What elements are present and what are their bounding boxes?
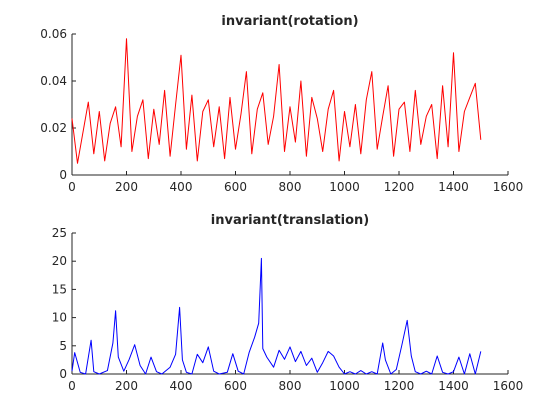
chart-title: invariant(translation) xyxy=(211,213,369,228)
x-tick-label: 1400 xyxy=(438,379,469,393)
translation-axes xyxy=(71,233,508,375)
x-tick-label: 1000 xyxy=(329,379,360,393)
y-tick-label: 10 xyxy=(52,311,67,325)
x-tick-label: 1000 xyxy=(329,180,360,194)
x-tick-label: 200 xyxy=(115,180,138,194)
x-tick-label: 400 xyxy=(170,180,193,194)
y-tick-label: 0 xyxy=(59,168,67,182)
x-tick-label: 1600 xyxy=(493,379,524,393)
y-tick-label: 0.04 xyxy=(40,74,67,88)
x-tick-label: 200 xyxy=(115,379,138,393)
series-line xyxy=(71,257,482,375)
x-tick-label: 800 xyxy=(279,180,302,194)
y-tick-label: 5 xyxy=(59,339,67,353)
rotation-chart: invariant(rotation) 0 200 400 600 800 1000 120… xyxy=(40,14,523,194)
x-tick-label: 1200 xyxy=(384,379,415,393)
chart-title: invariant(rotation) xyxy=(221,14,358,29)
x-tick-label: 1400 xyxy=(438,180,469,194)
x-tick-label: 600 xyxy=(224,379,247,393)
rotation-series xyxy=(71,38,482,164)
translation-series xyxy=(71,257,482,375)
x-tick-label: 0 xyxy=(68,180,76,194)
x-tick-label: 800 xyxy=(279,379,302,393)
x-tick-label: 1200 xyxy=(384,180,415,194)
translation-ticks: 0 200 400 600 800 1000 1200 1400 1600 0 5 10 15 20 25 xyxy=(52,226,524,393)
y-tick-label: 0.06 xyxy=(40,27,67,41)
x-tick-label: 1600 xyxy=(493,180,524,194)
y-tick-label: 0 xyxy=(59,367,67,381)
y-tick-label: 0.02 xyxy=(40,121,67,135)
y-tick-label: 25 xyxy=(52,226,67,240)
rotation-ticks: 0 200 400 600 800 1000 1200 1400 1600 0 0.02 0.04 0.… xyxy=(40,27,523,194)
y-tick-label: 20 xyxy=(52,254,67,268)
translation-chart: invariant(translation) 0 200 400 600 800 1000… xyxy=(52,213,524,393)
x-tick-label: 400 xyxy=(170,379,193,393)
rotation-axes xyxy=(71,34,508,176)
y-tick-label: 15 xyxy=(52,282,67,296)
x-tick-label: 600 xyxy=(224,180,247,194)
x-tick-label: 0 xyxy=(68,379,76,393)
series-line xyxy=(71,38,482,164)
